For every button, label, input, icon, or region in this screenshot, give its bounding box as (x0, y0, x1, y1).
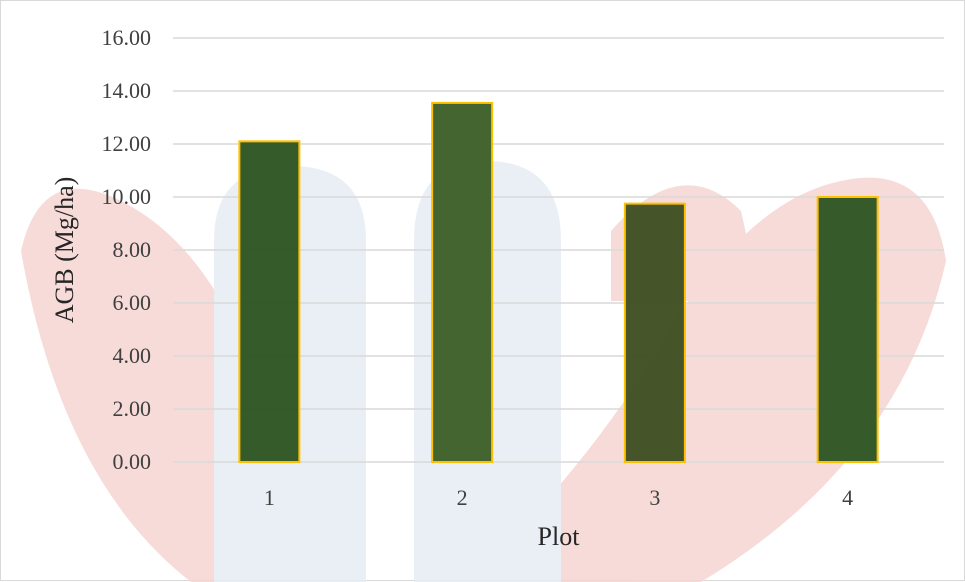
bar-plot-3 (623, 202, 686, 463)
bars (238, 101, 879, 464)
y-tick-label: 2.00 (113, 396, 152, 421)
bar-plot-2 (431, 101, 494, 464)
bar-plot-1 (238, 140, 301, 463)
x-tick-label: 1 (264, 485, 275, 510)
gridlines (173, 37, 944, 463)
x-axis-title: Plot (538, 522, 581, 551)
y-tick-label: 16.00 (102, 25, 152, 50)
x-tick-label: 4 (842, 485, 853, 510)
y-tick-label: 8.00 (113, 237, 152, 262)
x-tick-label: 3 (649, 485, 660, 510)
y-tick-label: 14.00 (102, 78, 152, 103)
y-tick-label: 0.00 (113, 449, 152, 474)
y-tick-label: 12.00 (102, 131, 152, 156)
y-tick-label: 6.00 (113, 290, 152, 315)
bar-plot-4 (816, 196, 879, 463)
y-tick-label: 4.00 (113, 343, 152, 368)
y-tick-label: 10.00 (102, 184, 152, 209)
x-tick-label: 2 (457, 485, 468, 510)
y-axis-tick-labels: 0.00 2.00 4.00 6.00 8.00 10.00 12.00 14.00 16.00 (102, 25, 152, 474)
y-axis-title: AGB (Mg/ha) (50, 177, 79, 324)
x-axis-tick-labels: 1 2 3 4 (264, 485, 853, 510)
